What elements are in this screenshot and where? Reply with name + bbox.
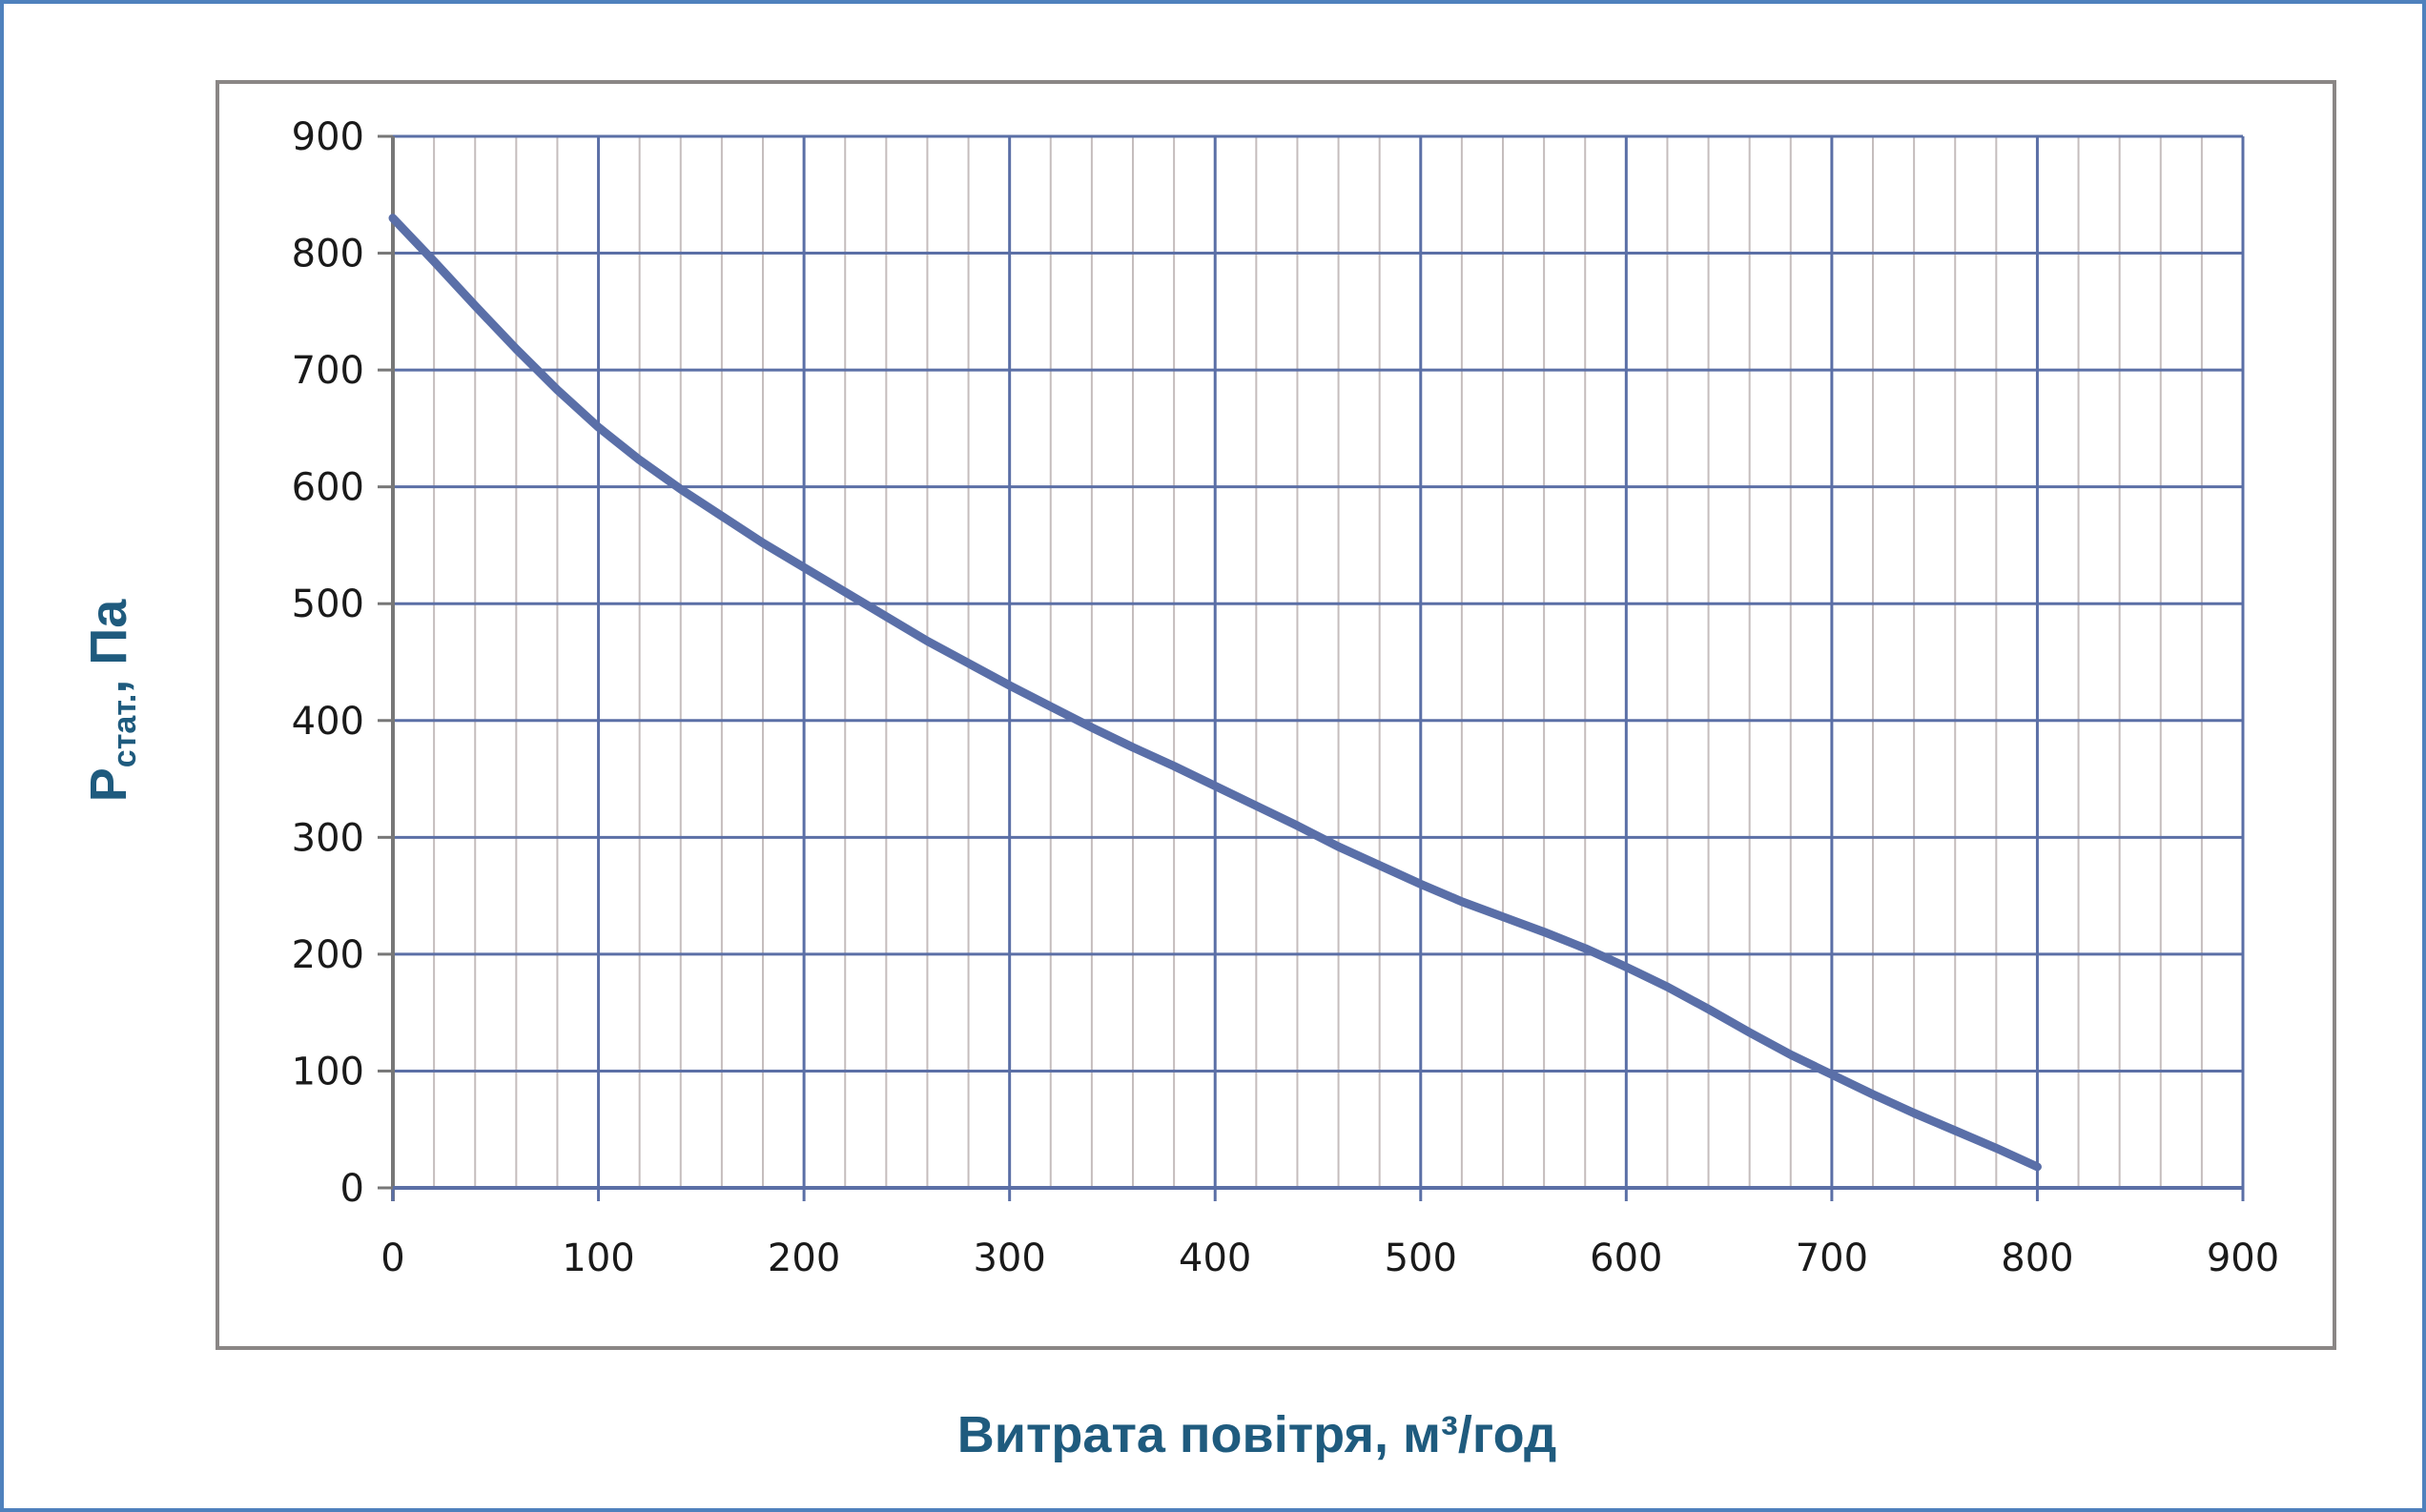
y-axis-title: Pстат., Па [80, 599, 143, 802]
y-tick-label: 200 [292, 933, 364, 977]
x-tick-label: 300 [973, 1236, 1045, 1280]
y-axis-title-main: P [80, 767, 137, 802]
y-tick-label: 0 [340, 1167, 364, 1211]
x-tick-label: 500 [1385, 1236, 1457, 1280]
x-tick-label: 100 [562, 1236, 634, 1280]
x-tick-label: 700 [1796, 1236, 1868, 1280]
y-axis-title-unit: , Па [80, 599, 137, 694]
tick-labels: 0 100 200 300 400 500 600 700 800 900 0 100 200 300 40… [292, 115, 2280, 1280]
y-tick-label: 700 [292, 349, 364, 393]
x-tick-label: 0 [380, 1236, 404, 1280]
y-tick-label: 600 [292, 466, 364, 510]
series-line [388, 214, 2042, 1172]
x-axis-title: Витрата повітря, м³/год [957, 1406, 1556, 1463]
y-tick-label: 100 [292, 1050, 364, 1093]
y-tick-label: 500 [292, 582, 364, 626]
x-tick-label: 200 [768, 1236, 840, 1280]
y-axis-title-sub: стат. [107, 694, 143, 768]
x-tick-label: 900 [2207, 1236, 2279, 1280]
y-tick-label: 300 [292, 816, 364, 860]
axes [378, 134, 2245, 1201]
x-tick-label: 800 [2001, 1236, 2073, 1280]
series-layer [388, 214, 2042, 1172]
y-tick-label: 400 [292, 700, 364, 744]
x-tick-label: 600 [1590, 1236, 1662, 1280]
y-tick-label: 800 [292, 233, 364, 276]
y-tick-label: 900 [292, 115, 364, 159]
minor-grid [433, 136, 2203, 1188]
plot-border [216, 80, 2336, 1350]
x-tick-label: 400 [1179, 1236, 1251, 1280]
